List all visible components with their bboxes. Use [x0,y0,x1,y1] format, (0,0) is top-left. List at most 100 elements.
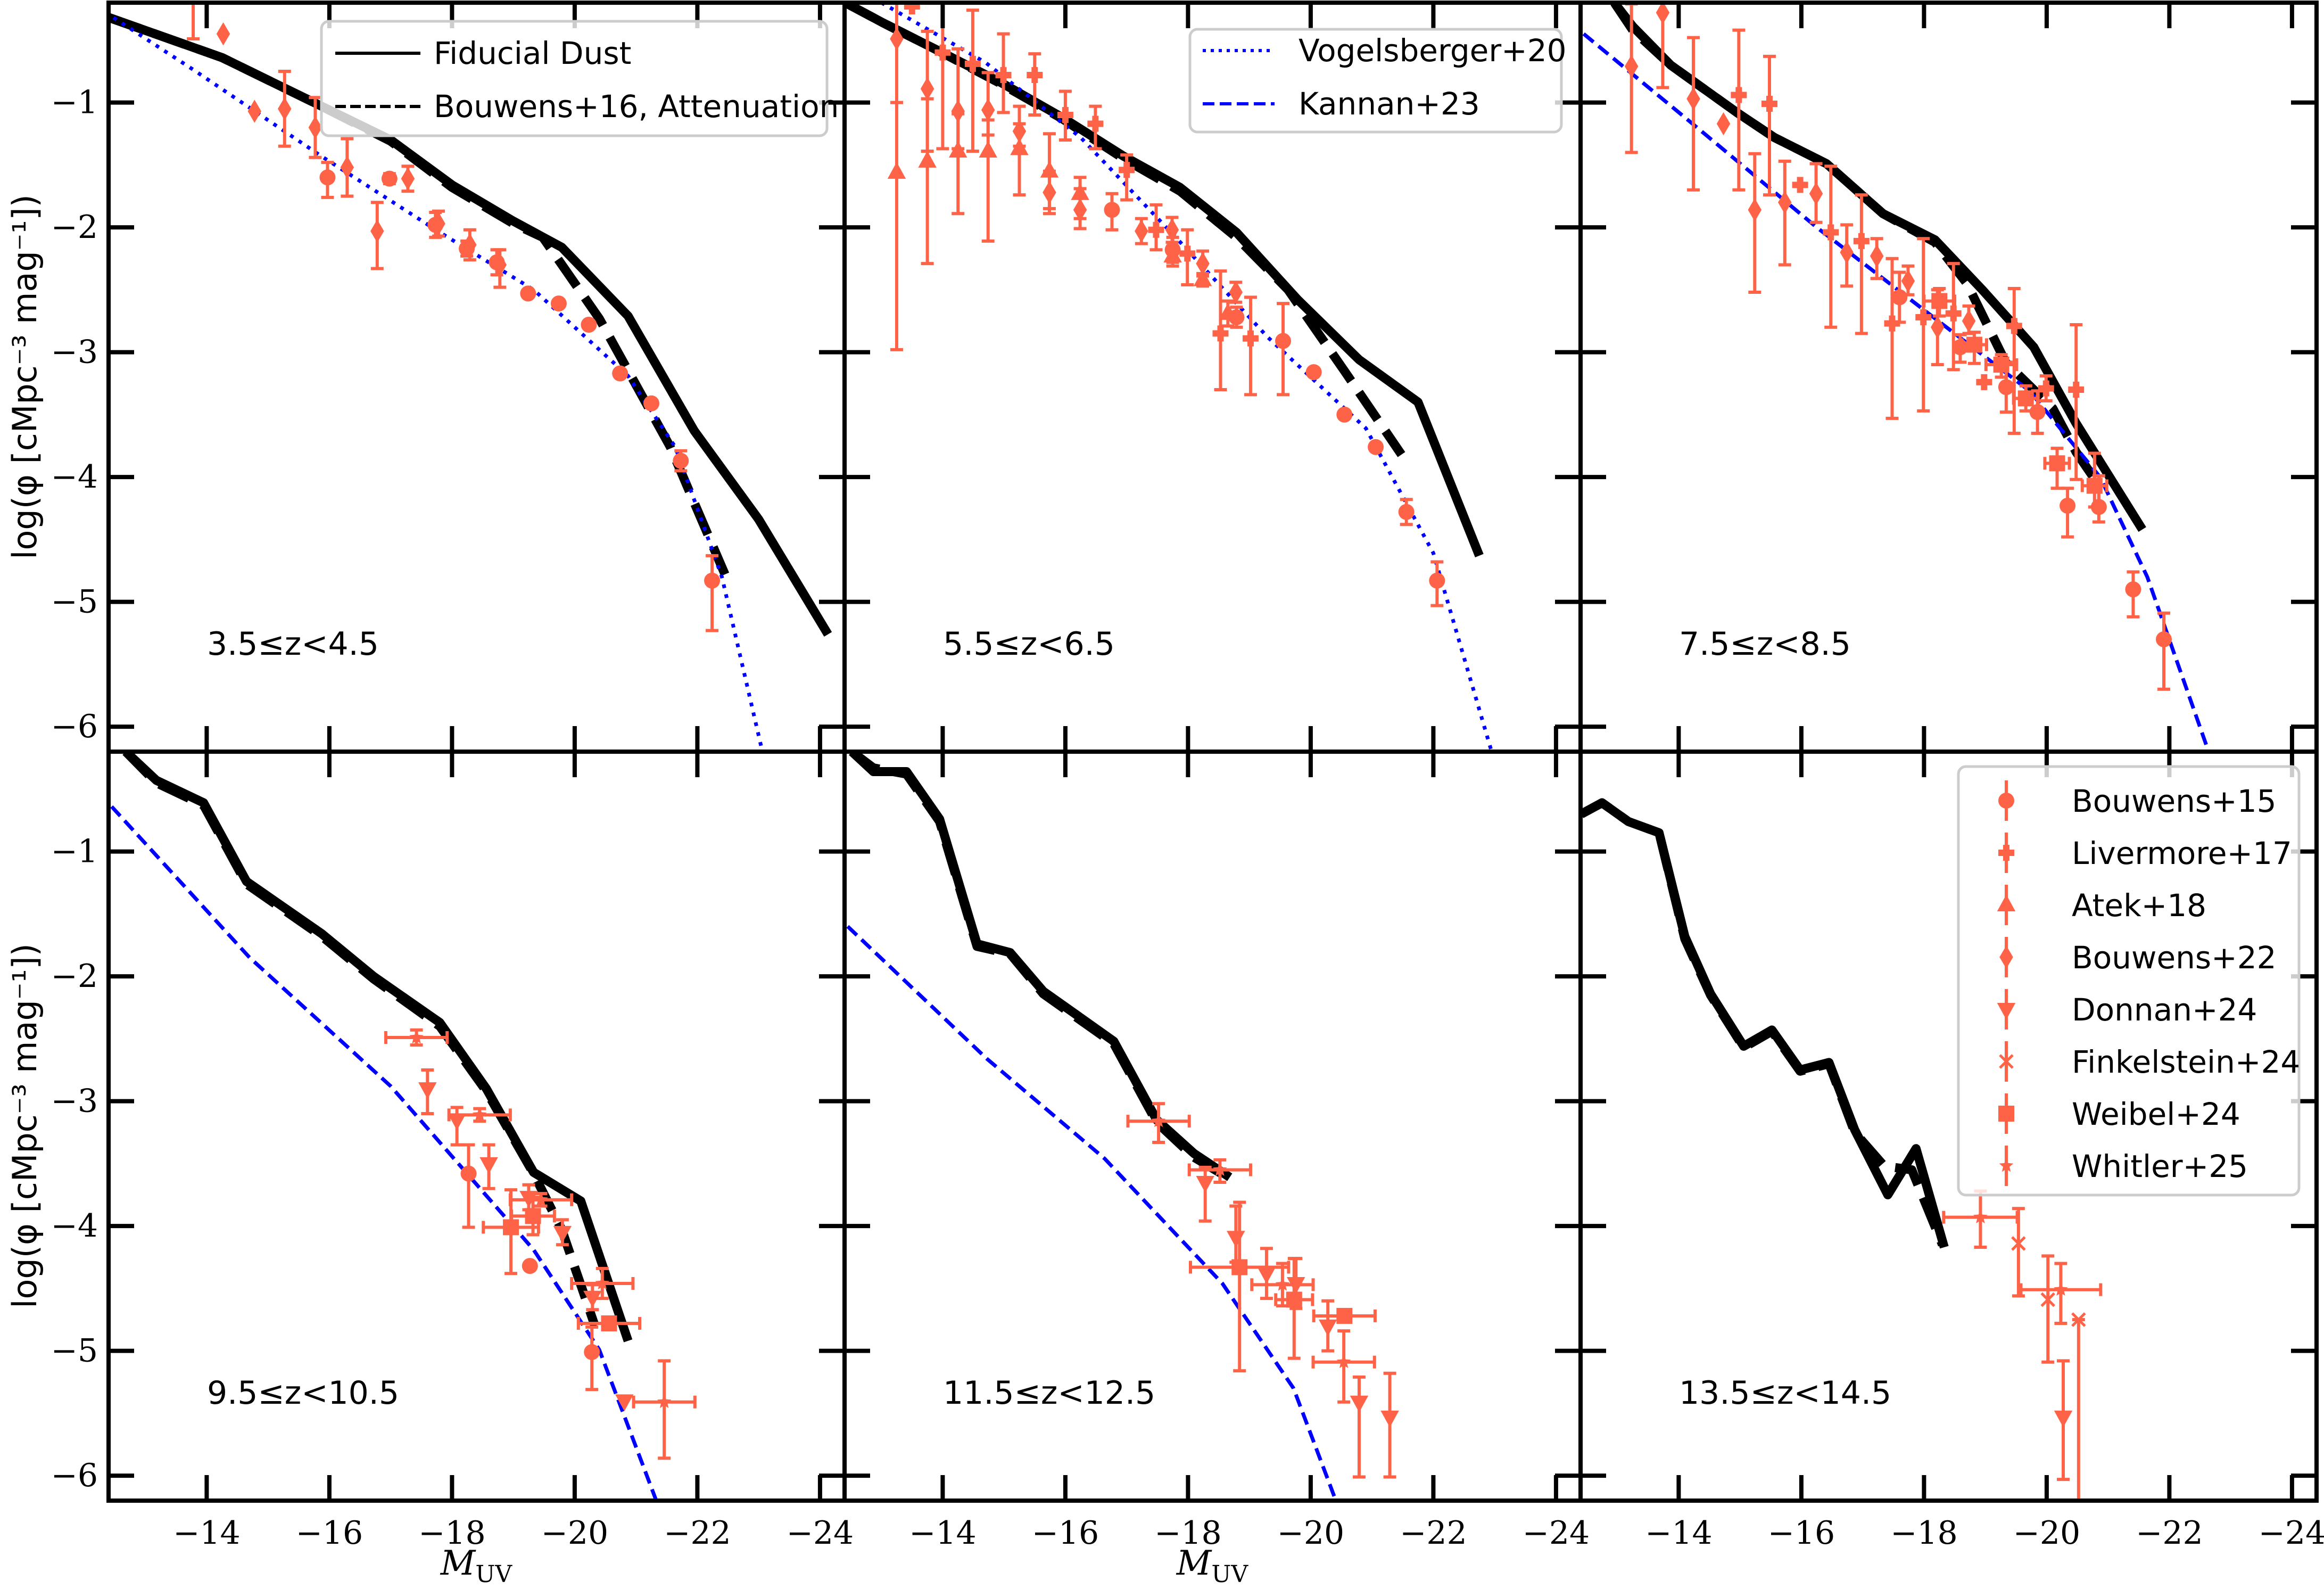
marker-plus [1057,107,1073,124]
x-tick-label: −24 [787,1514,854,1552]
diamond-icon [1999,945,2013,969]
data-point [2068,323,2085,481]
marker-diamond [1778,191,1792,214]
marker-star [1151,1114,1166,1127]
data-point [1043,169,1056,216]
marker-diamond [216,22,230,46]
marker-circle [2060,498,2076,514]
legend-entry: Livermore+17 [1998,833,2292,873]
data-point [1318,1299,1337,1353]
y-tick-label: −2 [51,958,98,995]
marker-circle [460,1165,477,1182]
marker-triangle-down [615,1394,634,1411]
data-point [1250,1262,1315,1308]
data-point [1087,104,1104,151]
data-point [1429,560,1445,607]
data-point [278,69,292,148]
legend-label: Atek+18 [2072,887,2206,924]
legend-label: Livermore+17 [2072,835,2292,871]
marker-triangle-down [1227,1231,1245,1248]
data-point [319,161,336,199]
marker-circle [2090,499,2107,515]
data-point [1179,228,1196,286]
panel-5: −14 −16 −18 −20 −22 −24 11.5≤z<12.5 [842,750,1590,1552]
marker-diamond [247,100,262,123]
series-bouwens16-attenuation [1610,3,2100,483]
marker-square [1931,293,1948,309]
marker-circle [520,285,536,302]
data-point [1189,1200,1291,1373]
data-point [1196,1165,1214,1223]
marker-x [2040,1292,2055,1307]
xlabel-sub: UV [1211,1561,1248,1588]
marker-square [525,1208,541,1224]
marker-diamond [1962,309,1976,333]
marker-triangle-down [1257,1267,1276,1284]
x-tick-label: −16 [1032,1514,1099,1552]
legend-label: Bouwens+22 [2072,940,2277,976]
marker-circle [1368,439,1384,455]
data-point [340,137,354,198]
marker-square [2017,390,2034,407]
legend-entry: Whitler+25 [1999,1146,2248,1186]
series-fiducial-dust [122,752,633,1343]
marker-plus [1087,116,1104,132]
redshift-label: 9.5≤z<10.5 [207,1374,399,1412]
data-point [2040,1254,2055,1364]
marker-diamond [340,155,354,179]
marker-plus [1792,177,1808,193]
legend-models: Vogelsberger+20 Kannan+23 [1188,28,1567,134]
legend-label-fiducial: Fiducial Dust [434,35,631,71]
redshift-label: 7.5≤z<8.5 [1679,625,1851,663]
marker-diamond [1196,252,1210,275]
marker-star [472,1107,487,1121]
data-point [2054,1359,2073,1481]
marker-plus [1027,67,1043,84]
data-point [643,395,659,411]
marker-circle [1998,379,2014,396]
plot-area [110,752,697,1501]
y-tick-label: −4 [51,458,98,496]
data-point [1398,498,1415,526]
marker-diamond [1073,198,1087,222]
marker-star [1275,1277,1290,1291]
marker-plus [1853,233,1870,249]
data-point [1840,223,1854,288]
marker-triangle-down [2054,1410,2073,1428]
legend-label: Donnan+24 [2072,992,2257,1028]
data-point [583,1283,602,1312]
data-point [1380,1371,1399,1479]
marker-triangle-down [1318,1319,1337,1337]
plot-area [109,3,832,752]
marker-circle [2125,581,2141,598]
marker-diamond [432,212,445,235]
data-point [1350,1375,1369,1479]
data-point [510,1196,556,1237]
x-tick-label: −22 [1400,1514,1467,1552]
marker-diamond [1686,87,1700,111]
data-point [522,1258,538,1274]
data-point [553,1218,572,1247]
marker-square [1231,1259,1248,1275]
star-icon [1999,1158,2014,1172]
plot-area [1582,3,2211,752]
data-point [2011,1207,2026,1298]
data-point [1336,406,1353,423]
series-kannan23 [1582,32,2211,752]
data-point [2071,1312,2086,1501]
marker-diamond [1624,54,1639,78]
marker-square [1286,1291,1302,1308]
panel-frame [1578,750,2319,1503]
data-point [1984,353,2019,379]
marker-triangle-up [887,162,906,179]
data-point [460,1143,477,1229]
legend-label-vogelsberger: Vogelsberger+20 [1299,32,1567,69]
legend-label: Bouwens+15 [2072,783,2277,819]
y-tick-label: −1 [51,84,98,121]
data-point [1998,360,2014,414]
data-point [2156,611,2172,691]
legend-entry: Weibel+24 [1998,1093,2240,1134]
data-point [479,1143,498,1190]
circle-icon [1998,793,2014,809]
marker-x [2071,1312,2086,1327]
